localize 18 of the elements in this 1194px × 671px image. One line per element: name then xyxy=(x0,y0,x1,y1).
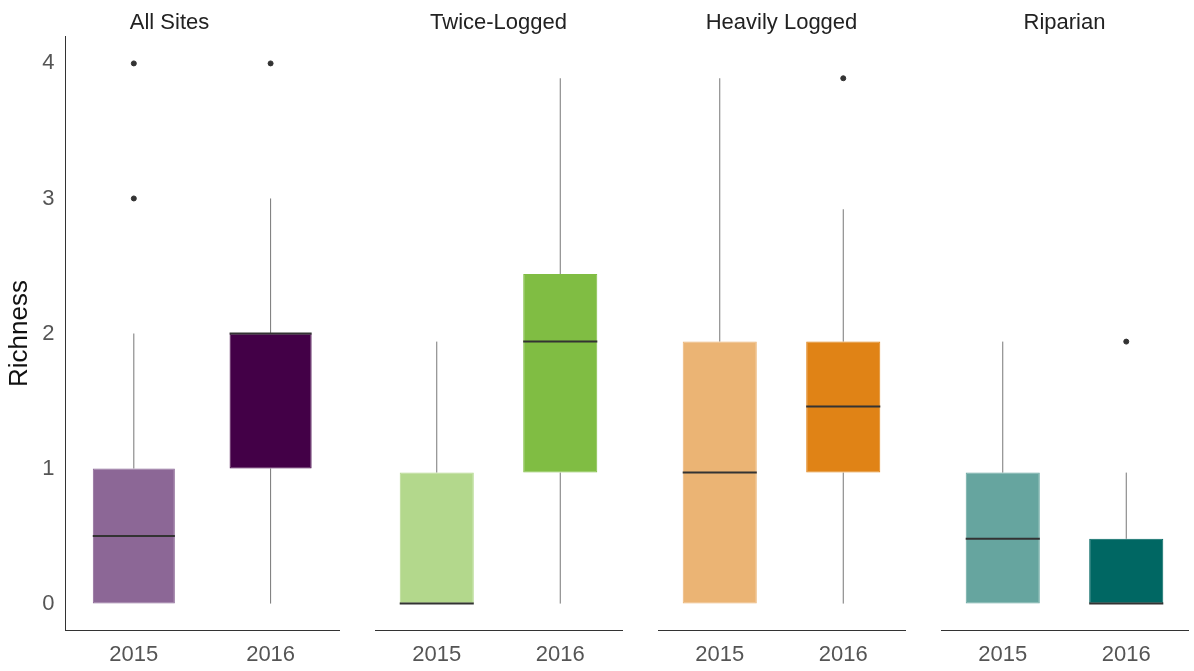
y-tick-label: 4 xyxy=(42,49,55,75)
x-tick-label: 2016 xyxy=(1101,640,1151,666)
x-tick-label: 2016 xyxy=(246,640,296,666)
y-tick-label: 0 xyxy=(42,589,55,615)
x-tick-label: 2016 xyxy=(535,640,585,666)
x-tick-label: 2015 xyxy=(978,640,1028,666)
chart-title: Twice-Logged xyxy=(430,9,567,35)
x-tick-label: 2016 xyxy=(818,640,868,666)
chart-title: All Sites xyxy=(129,9,210,35)
x-tick-label: 2015 xyxy=(109,640,159,666)
y-axis-title: Richness xyxy=(2,280,33,387)
x-tick-label: 2015 xyxy=(695,640,745,666)
x-tick-label: 2015 xyxy=(412,640,462,666)
chart-title: Heavily Logged xyxy=(705,9,858,35)
y-tick-label: 3 xyxy=(42,184,55,210)
y-tick-label: 2 xyxy=(42,319,55,345)
chart-title: Riparian xyxy=(1023,9,1106,35)
y-tick-label: 1 xyxy=(42,454,55,480)
